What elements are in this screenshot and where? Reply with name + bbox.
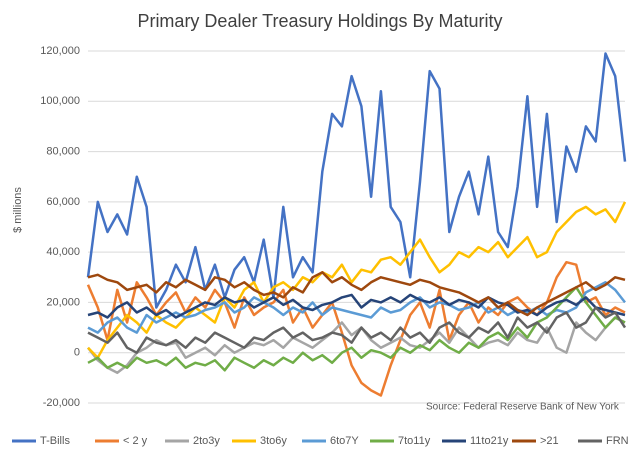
y-tick-label: 20,000 bbox=[46, 296, 80, 308]
legend-label: 11to21y bbox=[470, 435, 509, 447]
series-line bbox=[87, 201, 627, 359]
y-tick-label: 60,000 bbox=[46, 196, 80, 208]
legend-label: 7to11y bbox=[398, 435, 431, 447]
source-note: Source: Federal Reserve Bank of New York bbox=[426, 402, 620, 413]
series-line bbox=[87, 271, 626, 317]
series-line bbox=[87, 286, 626, 372]
y-tick-label: -20,000 bbox=[43, 397, 80, 409]
series-line bbox=[87, 306, 627, 354]
y-tick-label: 40,000 bbox=[46, 246, 80, 258]
legend-label: FRN bbox=[606, 435, 629, 447]
legend-label: T-Bills bbox=[40, 435, 70, 447]
plot-area bbox=[86, 50, 627, 404]
y-tick-label: 100,000 bbox=[40, 95, 80, 107]
legend-label: 6to7Y bbox=[330, 435, 359, 447]
legend-label: >21 bbox=[540, 435, 559, 447]
chart-title: Primary Dealer Treasury Holdings By Matu… bbox=[137, 11, 502, 31]
y-tick-label: 0 bbox=[74, 347, 80, 359]
y-tick-label: 120,000 bbox=[40, 45, 80, 57]
series-line bbox=[87, 293, 626, 319]
legend-label: < 2 y bbox=[123, 435, 148, 447]
series-line bbox=[87, 316, 626, 375]
y-tick-label: 80,000 bbox=[46, 145, 80, 157]
y-axis-label: $ millions bbox=[12, 187, 24, 233]
series-line bbox=[86, 52, 627, 309]
legend-label: 3to6y bbox=[260, 435, 287, 447]
legend-label: 2to3y bbox=[193, 435, 220, 447]
